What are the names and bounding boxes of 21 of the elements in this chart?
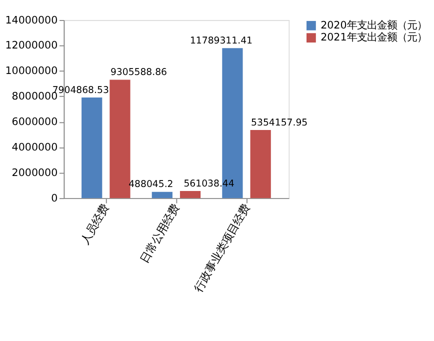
y-tick-label: 8000000	[12, 90, 58, 103]
data-label: 5354157.95	[251, 117, 308, 128]
bar	[180, 190, 201, 198]
y-tick-label: 12000000	[5, 40, 58, 52]
y-tick-label: 2000000	[12, 166, 58, 179]
bar	[250, 130, 271, 198]
data-label: 11789311.41	[190, 35, 253, 46]
y-tick-label: 14000000	[5, 14, 58, 26]
y-tick-label: 10000000	[5, 65, 58, 78]
data-label: 9305588.86	[110, 67, 168, 78]
x-tick-label: 日常公用经费	[138, 202, 182, 266]
x-tick-label: 人员经费	[78, 202, 112, 247]
bar	[110, 80, 130, 198]
bar	[82, 98, 102, 198]
x-tick-label: 行政事业类项目经费	[192, 202, 252, 294]
y-tick-label: 6000000	[12, 116, 58, 128]
legend-label: 2021年支出金额（元）	[320, 32, 427, 44]
y-tick-label: 4000000	[12, 142, 58, 154]
legend-label: 2020年支出金额（元）	[320, 19, 427, 32]
bar	[152, 192, 172, 198]
y-tick-label: 0	[51, 192, 58, 204]
